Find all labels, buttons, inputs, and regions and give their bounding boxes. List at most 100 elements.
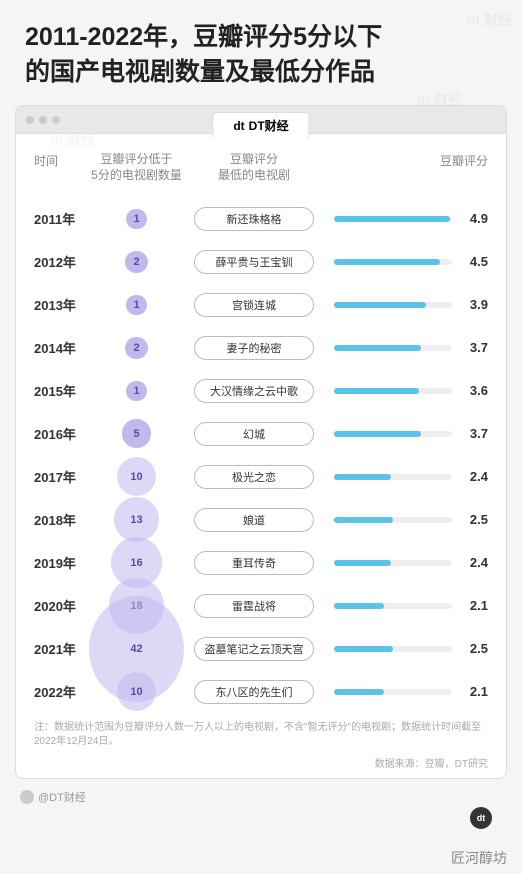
year-cell: 2011年	[34, 209, 89, 228]
table-row: 2017年 10 极光之恋 2.4	[34, 455, 488, 498]
score-cell: 3.7	[324, 340, 488, 355]
score-value: 2.1	[460, 598, 488, 613]
table-row: 2015年 1 大汉情缘之云中歌 3.6	[34, 369, 488, 412]
score-cell: 4.9	[324, 211, 488, 226]
year-cell: 2020年	[34, 596, 89, 615]
count-bubble: 5	[122, 419, 151, 448]
year-cell: 2015年	[34, 381, 89, 400]
count-bubble-cell: 1	[89, 381, 184, 401]
table-row: 2011年 1 新还珠格格 4.9	[34, 197, 488, 240]
count-bubble: 10	[117, 672, 156, 711]
count-bubble: 1	[126, 295, 146, 315]
show-cell: 极光之恋	[184, 465, 324, 489]
show-pill: 娘道	[194, 508, 314, 532]
show-pill: 东八区的先生们	[194, 680, 314, 704]
year-cell: 2019年	[34, 553, 89, 572]
table-row: 2016年 5 幻城 3.7	[34, 412, 488, 455]
score-cell: 2.4	[324, 469, 488, 484]
show-pill: 极光之恋	[194, 465, 314, 489]
source-tab: dtDT财经	[212, 112, 309, 138]
score-cell: 3.6	[324, 383, 488, 398]
show-pill: 大汉情缘之云中歌	[194, 379, 314, 403]
score-value: 2.4	[460, 469, 488, 484]
show-pill: 幻城	[194, 422, 314, 446]
year-cell: 2017年	[34, 467, 89, 486]
table-row: 2022年 10 东八区的先生们 2.1	[34, 670, 488, 713]
count-bubble-cell: 10	[89, 672, 184, 711]
year-cell: 2021年	[34, 639, 89, 658]
score-cell: 3.7	[324, 426, 488, 441]
year-cell: 2012年	[34, 252, 89, 271]
show-pill: 重耳传奇	[194, 551, 314, 575]
score-value: 3.7	[460, 426, 488, 441]
score-value: 3.9	[460, 297, 488, 312]
count-bubble-cell: 13	[89, 497, 184, 542]
table-row: 2014年 2 妻子的秘密 3.7	[34, 326, 488, 369]
count-bubble-cell: 1	[89, 295, 184, 315]
year-cell: 2018年	[34, 510, 89, 529]
dt-logo-icon: dt	[470, 807, 492, 829]
show-pill: 雷霆战将	[194, 594, 314, 618]
show-cell: 宫锁连城	[184, 293, 324, 317]
data-source: 数据来源：豆瓣，DT研究	[34, 755, 488, 770]
show-cell: 重耳传奇	[184, 551, 324, 575]
count-bubble: 2	[125, 251, 147, 273]
score-cell: 2.5	[324, 641, 488, 656]
show-header: 豆瓣评分最低的电视剧	[184, 152, 324, 183]
show-cell: 雷霆战将	[184, 594, 324, 618]
score-cell: 2.4	[324, 555, 488, 570]
table-row: 2021年42盗墓笔记之云顶天宫2.5	[34, 627, 488, 670]
chart-title: 2011-2022年，豆瓣评分5分以下 的国产电视剧数量及最低分作品	[0, 0, 522, 105]
show-cell: 盗墓笔记之云顶天宫	[184, 637, 324, 661]
score-value: 3.7	[460, 340, 488, 355]
score-value: 2.4	[460, 555, 488, 570]
show-cell: 新还珠格格	[184, 207, 324, 231]
show-cell: 娘道	[184, 508, 324, 532]
count-bubble: 2	[125, 337, 147, 359]
year-cell: 2014年	[34, 338, 89, 357]
count-bubble: 10	[117, 457, 156, 496]
show-pill: 薛平贵与王宝钏	[194, 250, 314, 274]
score-cell: 4.5	[324, 254, 488, 269]
score-value: 2.5	[460, 641, 488, 656]
panel-header: dtDT财经	[16, 106, 506, 134]
count-bubble-cell: 1	[89, 209, 184, 229]
show-pill: 宫锁连城	[194, 293, 314, 317]
show-cell: 幻城	[184, 422, 324, 446]
year-cell: 2013年	[34, 295, 89, 314]
count-bubble-cell: 2	[89, 337, 184, 359]
count-bubble-cell: 2	[89, 251, 184, 273]
show-cell: 东八区的先生们	[184, 680, 324, 704]
score-cell: 2.1	[324, 598, 488, 613]
score-cell: 2.5	[324, 512, 488, 527]
chart-panel: dtDT财经 时间 豆瓣评分低于5分的电视剧数量 豆瓣评分最低的电视剧 豆瓣评分…	[15, 105, 507, 779]
brand-watermark: 匠河醇坊	[451, 848, 507, 868]
column-headers: 时间 豆瓣评分低于5分的电视剧数量 豆瓣评分最低的电视剧 豆瓣评分	[34, 152, 488, 183]
table-row: 2012年 2 薛平贵与王宝钏 4.5	[34, 240, 488, 283]
count-bubble: 13	[114, 497, 159, 542]
show-pill: 新还珠格格	[194, 207, 314, 231]
count-bubble: 1	[126, 381, 146, 401]
score-cell: 2.1	[324, 684, 488, 699]
page-footer: @DT财经	[0, 779, 522, 815]
weibo-icon	[20, 790, 34, 804]
count-bubble: 1	[126, 209, 146, 229]
score-value: 2.5	[460, 512, 488, 527]
show-cell: 妻子的秘密	[184, 336, 324, 360]
show-pill: 妻子的秘密	[194, 336, 314, 360]
year-cell: 2016年	[34, 424, 89, 443]
score-cell: 3.9	[324, 297, 488, 312]
show-pill: 盗墓笔记之云顶天宫	[194, 637, 314, 661]
score-value: 3.6	[460, 383, 488, 398]
count-header: 豆瓣评分低于5分的电视剧数量	[89, 152, 184, 183]
window-dots	[26, 116, 60, 124]
count-bubble-cell: 10	[89, 457, 184, 496]
show-cell: 大汉情缘之云中歌	[184, 379, 324, 403]
table-row: 2013年 1 宫锁连城 3.9	[34, 283, 488, 326]
table-row: 2018年 13 娘道 2.5	[34, 498, 488, 541]
score-value: 4.9	[460, 211, 488, 226]
show-cell: 薛平贵与王宝钏	[184, 250, 324, 274]
data-rows: 2011年 1 新还珠格格 4.9 2012年 2 薛平贵与王宝钏 4.5 2013年 1 宫锁连城…	[34, 197, 488, 713]
count-bubble-cell: 5	[89, 419, 184, 448]
year-cell: 2022年	[34, 682, 89, 701]
